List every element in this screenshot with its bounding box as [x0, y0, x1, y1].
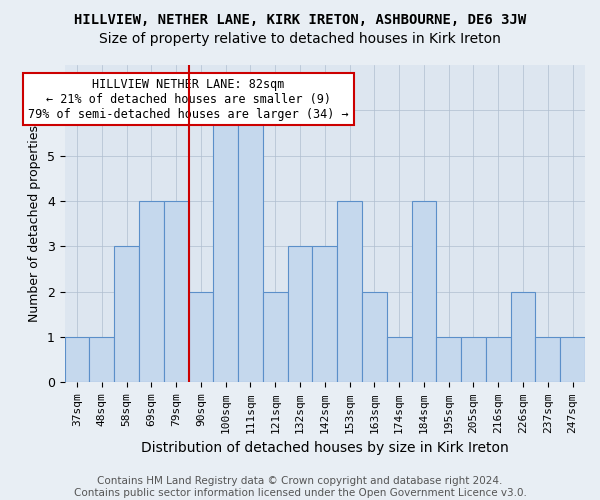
Bar: [238, 110, 263, 382]
Bar: [139, 201, 164, 382]
Bar: [114, 246, 139, 382]
Bar: [436, 337, 461, 382]
Text: HILLVIEW NETHER LANE: 82sqm
← 21% of detached houses are smaller (9)
79% of semi: HILLVIEW NETHER LANE: 82sqm ← 21% of det…: [28, 78, 349, 120]
Text: Contains HM Land Registry data © Crown copyright and database right 2024.
Contai: Contains HM Land Registry data © Crown c…: [74, 476, 526, 498]
Bar: [213, 110, 238, 382]
Y-axis label: Number of detached properties: Number of detached properties: [28, 125, 41, 322]
X-axis label: Distribution of detached houses by size in Kirk Ireton: Distribution of detached houses by size …: [141, 441, 509, 455]
Bar: [164, 201, 188, 382]
Bar: [535, 337, 560, 382]
Bar: [89, 337, 114, 382]
Bar: [461, 337, 486, 382]
Bar: [65, 337, 89, 382]
Bar: [486, 337, 511, 382]
Bar: [511, 292, 535, 382]
Bar: [560, 337, 585, 382]
Bar: [287, 246, 313, 382]
Text: Size of property relative to detached houses in Kirk Ireton: Size of property relative to detached ho…: [99, 32, 501, 46]
Bar: [362, 292, 387, 382]
Text: HILLVIEW, NETHER LANE, KIRK IRETON, ASHBOURNE, DE6 3JW: HILLVIEW, NETHER LANE, KIRK IRETON, ASHB…: [74, 12, 526, 26]
Bar: [387, 337, 412, 382]
Bar: [188, 292, 213, 382]
Bar: [337, 201, 362, 382]
Bar: [263, 292, 287, 382]
Bar: [412, 201, 436, 382]
Bar: [313, 246, 337, 382]
